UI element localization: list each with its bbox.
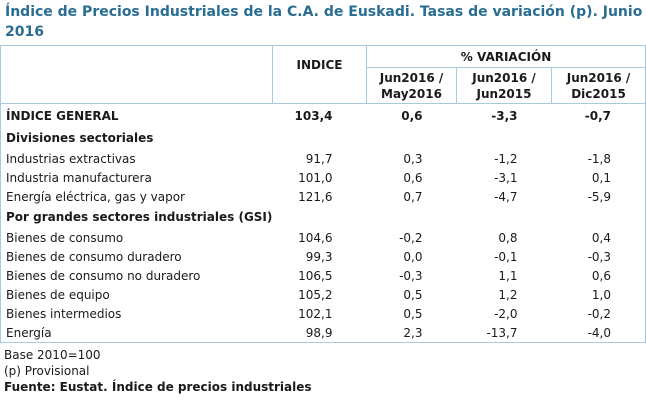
cell-value: 0,3	[403, 151, 423, 166]
section-title: Divisiones sectoriales	[6, 131, 154, 145]
cell-value: 0,1	[591, 170, 612, 185]
cell-value: 98,9	[305, 325, 333, 340]
table-row: Bienes de consumo duradero 99,3 0,0 -0,1 -0,…	[1, 247, 646, 266]
cell-value: 99,3	[305, 249, 333, 264]
cell-value: 1,2	[498, 287, 518, 302]
section-row: Por grandes sectores industriales (GSI)	[1, 206, 646, 228]
row-label: Industria manufacturera	[6, 170, 152, 185]
cell-value: -5,9	[587, 189, 612, 204]
cell-value: -0,7	[584, 108, 612, 123]
cell-value: -0,2	[399, 230, 423, 245]
header-line: Jun2016 /	[472, 70, 536, 85]
header-line: Jun2016 /	[379, 70, 444, 85]
header-line: May2016	[381, 86, 442, 101]
row-label: ÍNDICE GENERAL	[6, 108, 119, 123]
cell-value: -0,2	[587, 306, 612, 321]
cell-value: 103,4	[294, 108, 333, 123]
cell-value: -2,0	[494, 306, 518, 321]
notes: Base 2010=100 (p) Provisional Fuente: Eu…	[4, 347, 312, 395]
row-label: Bienes de consumo	[6, 230, 124, 245]
cell-value: 102,1	[298, 306, 333, 321]
row-label: Bienes intermedios	[6, 306, 122, 321]
row-label: Bienes de consumo no duradero	[6, 268, 201, 283]
cell-value: 91,7	[305, 151, 333, 166]
cell-value: -4,0	[587, 325, 612, 340]
cell-value: 0,5	[403, 287, 423, 302]
section-title: Por grandes sectores industriales (GSI)	[6, 210, 273, 224]
note: Base 2010=100	[4, 348, 101, 362]
table-row: ÍNDICE GENERAL 103,4 0,6 -3,3 -0,7	[1, 104, 646, 128]
table-row: Bienes de equipo 105,2 0,5 1,2 1,0	[1, 285, 646, 304]
header-line: Jun2015	[476, 86, 532, 101]
row-label: Energía	[6, 325, 52, 340]
cell-value: 0,4	[591, 230, 612, 245]
variation-header: % VARIACIÓN	[365, 45, 646, 68]
cell-value: -4,7	[494, 189, 518, 204]
row-label: Industrias extractivas	[6, 151, 136, 166]
note: (p) Provisional	[4, 364, 90, 378]
cell-value: 0,8	[498, 230, 518, 245]
cell-value: -1,2	[494, 151, 518, 166]
cell-value: 0,6	[403, 170, 423, 185]
table-row: Industria manufacturera 101,0 0,6 -3,1 0,1	[1, 168, 646, 187]
cell-value: 2,3	[403, 325, 423, 340]
cell-value: 0,0	[403, 249, 423, 264]
table-row: Bienes de consumo 104,6 -0,2 0,8 0,4	[1, 228, 646, 247]
corner-cell	[0, 45, 273, 104]
variation-column-header: Jun2016 /May2016	[366, 67, 457, 104]
cell-value: 0,6	[591, 268, 612, 283]
cell-value: 104,6	[298, 230, 333, 245]
section-row: Divisiones sectoriales	[1, 127, 646, 149]
cell-value: -1,8	[587, 151, 612, 166]
cell-value: -3,3	[491, 108, 518, 123]
table-row: Energía 98,9 2,3 -13,7 -4,0	[1, 323, 646, 343]
source: Fuente: Eustat. Índice de precios indust…	[4, 380, 312, 394]
cell-value: -0,3	[587, 249, 612, 264]
row-label: Bienes de equipo	[6, 287, 110, 302]
row-label: Bienes de consumo duradero	[6, 249, 182, 264]
cell-value: 105,2	[298, 287, 333, 302]
cell-value: -0,1	[494, 249, 518, 264]
table-row: Energía eléctrica, gas y vapor 121,6 0,7 -4…	[1, 187, 646, 206]
cell-value: 121,6	[298, 189, 333, 204]
cell-value: 0,5	[403, 306, 423, 321]
cell-value: 106,5	[298, 268, 333, 283]
cell-value: -3,1	[494, 170, 518, 185]
cell-value: 0,6	[401, 108, 423, 123]
table-row: Bienes de consumo no duradero 106,5 -0,3 1,…	[1, 266, 646, 285]
cell-value: 0,7	[403, 189, 423, 204]
variation-column-header: Jun2016 /Dic2015	[550, 67, 646, 104]
index-header: INDICE	[272, 45, 367, 104]
title: Índice de Precios Industriales de la C.A…	[5, 4, 643, 40]
table-row: Bienes intermedios 102,1 0,5 -2,0 -0,2	[1, 304, 646, 323]
table-row: Industrias extractivas 91,7 0,3 -1,2 -1,8	[1, 149, 646, 168]
data-table: INDICE % VARIACIÓN Jun2016 /May2016 Jun20…	[0, 45, 646, 343]
header-line: Dic2015	[571, 86, 626, 101]
cell-value: 1,1	[498, 268, 518, 283]
variation-column-header: Jun2016 /Jun2015	[456, 67, 552, 104]
cell-value: -13,7	[486, 325, 518, 340]
header-line: Jun2016 /	[566, 70, 631, 85]
cell-value: 1,0	[591, 287, 612, 302]
row-label: Energía eléctrica, gas y vapor	[6, 189, 185, 204]
cell-value: -0,3	[399, 268, 423, 283]
cell-value: 101,0	[298, 170, 333, 185]
